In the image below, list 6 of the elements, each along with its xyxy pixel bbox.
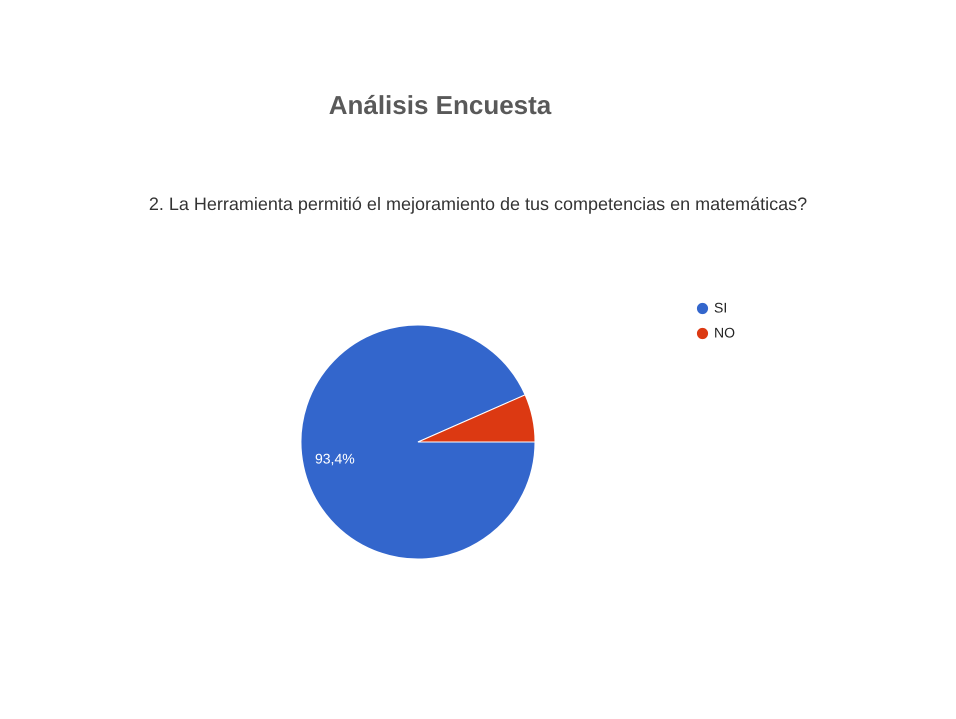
legend-label: NO [714,324,736,340]
chart-title: Análisis Encuesta [328,90,552,121]
data-label: 93,4% [314,450,355,466]
legend-label: SI [714,300,728,316]
chart-subtitle: 2. La Herramienta permitió el mejoramiento de tus competencias en matemáticas? [148,194,808,215]
pie-slice [300,324,536,560]
